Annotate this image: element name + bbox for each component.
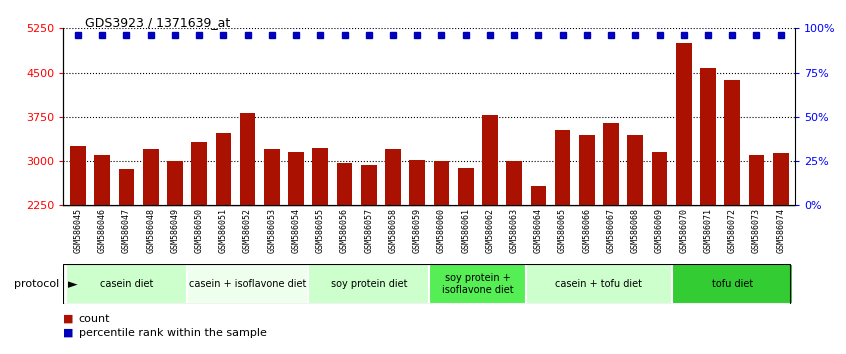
Text: ►: ► bbox=[68, 278, 77, 291]
Bar bbox=[458, 168, 474, 205]
Bar bbox=[676, 43, 692, 205]
Text: ■: ■ bbox=[63, 328, 74, 338]
Bar bbox=[434, 161, 449, 205]
Text: soy protein +
isoflavone diet: soy protein + isoflavone diet bbox=[442, 273, 514, 295]
Text: GSM586074: GSM586074 bbox=[776, 208, 785, 253]
Text: GSM586045: GSM586045 bbox=[74, 208, 83, 253]
Bar bbox=[288, 152, 304, 205]
Text: casein + tofu diet: casein + tofu diet bbox=[556, 279, 642, 289]
Bar bbox=[672, 264, 793, 304]
Text: GSM586071: GSM586071 bbox=[704, 208, 712, 253]
Bar bbox=[70, 146, 85, 205]
Text: GSM586069: GSM586069 bbox=[655, 208, 664, 253]
Text: GSM586058: GSM586058 bbox=[388, 208, 398, 253]
Bar bbox=[361, 165, 376, 205]
Text: GSM586073: GSM586073 bbox=[752, 208, 761, 253]
Bar bbox=[308, 264, 429, 304]
Text: ■: ■ bbox=[63, 314, 74, 324]
Text: count: count bbox=[79, 314, 110, 324]
Text: casein diet: casein diet bbox=[100, 279, 153, 289]
Bar bbox=[264, 149, 280, 205]
Text: GSM586047: GSM586047 bbox=[122, 208, 131, 253]
Text: GSM586056: GSM586056 bbox=[340, 208, 349, 253]
Text: GSM586061: GSM586061 bbox=[461, 208, 470, 253]
Text: GSM586050: GSM586050 bbox=[195, 208, 204, 253]
Text: GSM586060: GSM586060 bbox=[437, 208, 446, 253]
Bar bbox=[530, 186, 547, 205]
Bar bbox=[724, 80, 740, 205]
Bar bbox=[429, 264, 526, 304]
Bar bbox=[700, 68, 716, 205]
Bar bbox=[409, 160, 425, 205]
Bar bbox=[216, 133, 231, 205]
Bar bbox=[555, 130, 570, 205]
Text: GSM586062: GSM586062 bbox=[486, 208, 494, 253]
Text: GSM586059: GSM586059 bbox=[413, 208, 421, 253]
Bar bbox=[628, 135, 643, 205]
Bar bbox=[118, 169, 135, 205]
Text: GSM586068: GSM586068 bbox=[631, 208, 640, 253]
Text: GSM586070: GSM586070 bbox=[679, 208, 689, 253]
Bar bbox=[191, 142, 207, 205]
Bar bbox=[239, 113, 255, 205]
Bar bbox=[651, 152, 667, 205]
Text: GSM586053: GSM586053 bbox=[267, 208, 277, 253]
Bar bbox=[603, 123, 619, 205]
Bar bbox=[579, 135, 595, 205]
Bar bbox=[95, 155, 110, 205]
Text: GSM586054: GSM586054 bbox=[292, 208, 300, 253]
Text: protocol: protocol bbox=[14, 279, 59, 289]
Bar bbox=[749, 155, 764, 205]
Text: percentile rank within the sample: percentile rank within the sample bbox=[79, 328, 266, 338]
Bar bbox=[66, 264, 187, 304]
Text: GDS3923 / 1371639_at: GDS3923 / 1371639_at bbox=[85, 16, 230, 29]
Text: GSM586065: GSM586065 bbox=[558, 208, 567, 253]
Text: GSM586063: GSM586063 bbox=[509, 208, 519, 253]
Text: GSM586055: GSM586055 bbox=[316, 208, 325, 253]
Bar bbox=[773, 153, 788, 205]
Text: casein + isoflavone diet: casein + isoflavone diet bbox=[189, 279, 306, 289]
Bar bbox=[167, 161, 183, 205]
Text: tofu diet: tofu diet bbox=[711, 279, 753, 289]
Bar bbox=[187, 264, 308, 304]
Text: GSM586066: GSM586066 bbox=[582, 208, 591, 253]
Text: GSM586046: GSM586046 bbox=[98, 208, 107, 253]
Text: soy protein diet: soy protein diet bbox=[331, 279, 407, 289]
Bar bbox=[526, 264, 672, 304]
Text: GSM586064: GSM586064 bbox=[534, 208, 543, 253]
Bar bbox=[337, 163, 353, 205]
Bar bbox=[506, 161, 522, 205]
Text: GSM586057: GSM586057 bbox=[365, 208, 373, 253]
Bar bbox=[143, 149, 158, 205]
Text: GSM586052: GSM586052 bbox=[243, 208, 252, 253]
Text: GSM586049: GSM586049 bbox=[170, 208, 179, 253]
Bar bbox=[482, 115, 497, 205]
Text: GSM586072: GSM586072 bbox=[728, 208, 737, 253]
Bar bbox=[312, 148, 328, 205]
Text: GSM586051: GSM586051 bbox=[219, 208, 228, 253]
Text: GSM586067: GSM586067 bbox=[607, 208, 616, 253]
Text: GSM586048: GSM586048 bbox=[146, 208, 155, 253]
Bar bbox=[385, 149, 401, 205]
